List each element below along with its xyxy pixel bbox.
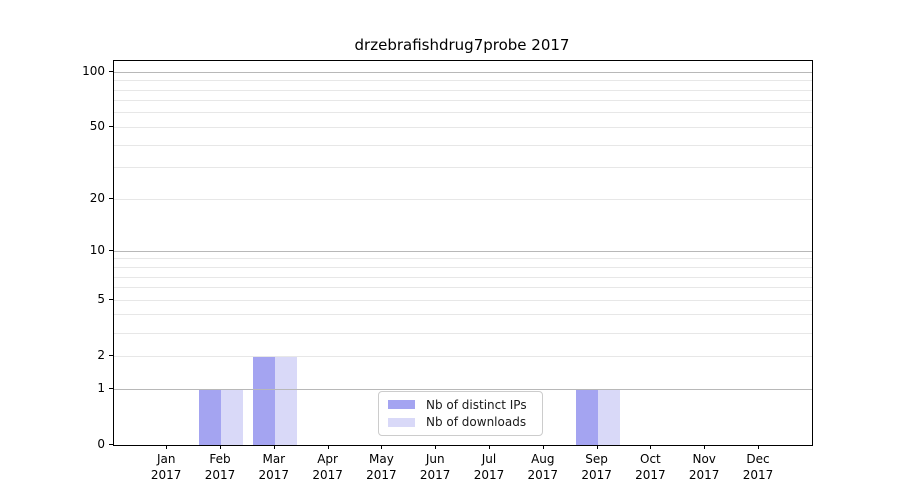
- y-tick-mark: [109, 126, 113, 128]
- legend-swatch-distinct-ips: [388, 400, 415, 410]
- minor-gridline: [114, 287, 812, 289]
- x-tick-mark: [704, 445, 706, 449]
- x-tick-mark: [166, 445, 168, 449]
- minor-gridline: [114, 276, 812, 278]
- minor-gridline: [114, 112, 812, 114]
- x-tick-label: Jun 2017: [419, 452, 451, 482]
- major-gridline: [114, 388, 812, 390]
- x-tick-label: Nov 2017: [688, 452, 720, 482]
- bar-downloads: [274, 356, 297, 445]
- legend-item-distinct-ips: Nb of distinct IPs: [388, 398, 533, 412]
- major-gridline: [114, 71, 812, 73]
- y-tick-label: 0: [97, 437, 105, 451]
- legend-item-downloads: Nb of downloads: [388, 415, 533, 429]
- x-tick-label: Mar 2017: [258, 452, 290, 482]
- bar-downloads: [221, 389, 243, 445]
- minor-gridline: [114, 355, 812, 357]
- minor-gridline: [114, 198, 812, 200]
- bar-distinct-ips: [199, 389, 221, 445]
- legend-label-distinct-ips: Nb of distinct IPs: [426, 397, 527, 412]
- x-tick-mark: [220, 445, 221, 449]
- x-tick-label: May 2017: [366, 452, 397, 482]
- x-tick-mark: [542, 445, 544, 449]
- y-tick-label: 1: [97, 381, 105, 395]
- minor-gridline: [114, 100, 812, 102]
- legend-swatch-downloads: [388, 417, 415, 427]
- plot-area: [113, 60, 813, 446]
- major-gridline: [114, 250, 812, 252]
- y-tick-label: 20: [89, 191, 105, 206]
- bar-downloads: [597, 389, 620, 445]
- x-tick-mark: [650, 445, 652, 449]
- y-tick-mark: [109, 388, 113, 389]
- minor-gridline: [114, 314, 812, 316]
- x-tick-mark: [435, 445, 437, 449]
- minor-gridline: [114, 167, 812, 169]
- minor-gridline: [114, 80, 812, 82]
- minor-gridline: [114, 144, 812, 146]
- x-tick-label: Oct 2017: [635, 452, 666, 482]
- y-tick-label: 5: [97, 292, 105, 307]
- x-tick-mark: [327, 445, 329, 449]
- minor-gridline: [114, 332, 812, 334]
- y-tick-mark: [109, 299, 113, 301]
- minor-gridline: [114, 258, 812, 260]
- y-tick-mark: [109, 71, 113, 73]
- bars-layer: [114, 61, 812, 445]
- x-tick-mark: [758, 445, 759, 449]
- bar-distinct-ips: [252, 356, 275, 445]
- x-tick-label: Dec 2017: [742, 452, 774, 482]
- x-tick-mark: [489, 445, 490, 449]
- y-tick-label: 100: [82, 64, 105, 79]
- x-tick-label: Aug 2017: [527, 452, 559, 482]
- legend-label-downloads: Nb of downloads: [426, 415, 527, 430]
- gridlines-layer: [114, 61, 812, 445]
- x-tick-label: Sep 2017: [581, 452, 612, 482]
- bar-distinct-ips: [575, 389, 598, 445]
- minor-gridline: [114, 89, 812, 91]
- y-tick-label: 10: [89, 243, 105, 258]
- x-tick-mark: [273, 445, 275, 449]
- legend: Nb of distinct IPs Nb of downloads: [378, 391, 543, 436]
- y-tick-mark: [109, 198, 113, 200]
- y-tick-mark: [109, 444, 113, 445]
- x-tick-label: Feb 2017: [204, 452, 236, 482]
- chart-title: drzebrafishdrug7probe 2017: [354, 36, 570, 54]
- x-tick-label: Jan 2017: [150, 452, 182, 482]
- minor-gridline: [114, 126, 812, 128]
- x-tick-mark: [596, 445, 598, 449]
- x-tick-label: Apr 2017: [312, 452, 343, 482]
- minor-gridline: [114, 299, 812, 301]
- minor-gridline: [114, 267, 812, 268]
- y-tick-label: 2: [97, 348, 105, 363]
- y-tick-label: 50: [89, 119, 105, 134]
- x-tick-mark: [381, 445, 383, 449]
- x-tick-label: Jul 2017: [473, 452, 505, 482]
- y-tick-mark: [109, 355, 113, 357]
- y-tick-mark: [109, 250, 113, 252]
